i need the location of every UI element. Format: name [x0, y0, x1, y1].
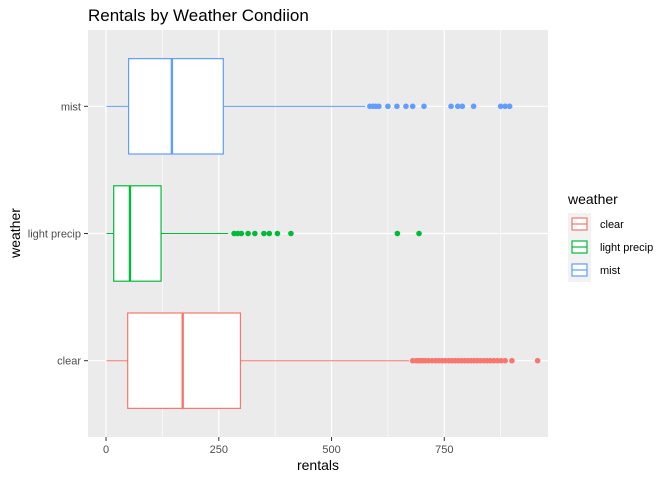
legend-key [568, 236, 591, 259]
outlier-point [245, 230, 251, 237]
outlier-point [455, 103, 461, 110]
outlier-point [266, 230, 273, 237]
outlier-point [498, 357, 504, 364]
outlier-point [509, 357, 515, 364]
outlier-point [385, 103, 391, 110]
x-tick-label: 0 [103, 444, 109, 456]
legend-label: clear [600, 219, 624, 231]
outlier-point [506, 103, 513, 110]
y-axis-title: weather [7, 208, 23, 259]
outlier-point [502, 103, 508, 110]
outlier-point [409, 103, 416, 110]
outlier-point [497, 103, 504, 110]
x-tick-label: 250 [210, 444, 228, 456]
box-iqr [127, 58, 224, 155]
outlier-point [448, 103, 454, 110]
legend-label: light precip [600, 242, 653, 254]
box-iqr [113, 185, 162, 282]
outlier-point [534, 357, 541, 364]
legend-title: weather [567, 191, 618, 207]
box-light-precip [106, 185, 422, 282]
outlier-point [502, 357, 508, 364]
outlier-point [394, 230, 401, 237]
legend-key [568, 213, 591, 236]
outlier-point [274, 230, 281, 237]
box-iqr [127, 312, 242, 409]
y-tick-label: mist [61, 101, 81, 113]
outlier-point [416, 230, 422, 237]
y-tick-label: clear [57, 356, 81, 368]
outlier-point [376, 103, 382, 110]
x-axis: 0 250 500 750 [103, 437, 453, 456]
outlier-point [403, 103, 409, 110]
outlier-point [421, 103, 427, 110]
x-tick-label: 750 [435, 444, 453, 456]
outlier-point [394, 103, 400, 110]
box-clear [106, 312, 541, 409]
box-series [106, 58, 541, 409]
outlier-point [238, 230, 245, 237]
outlier-point [252, 230, 258, 237]
outlier-point [288, 230, 294, 237]
box-mist [106, 58, 513, 155]
x-tick-label: 500 [322, 444, 340, 456]
outlier-point [470, 103, 477, 110]
y-axis: clear light precip mist [28, 101, 88, 368]
legend-key [568, 259, 591, 282]
outlier-point [459, 103, 466, 110]
legend-label: mist [600, 265, 620, 277]
legend: weather clear light precip mist [567, 191, 653, 282]
chart-title: Rentals by Weather Condiion [88, 6, 309, 25]
x-axis-title: rentals [297, 457, 339, 473]
y-tick-label: light precip [28, 229, 81, 241]
outlier-point [261, 230, 267, 237]
